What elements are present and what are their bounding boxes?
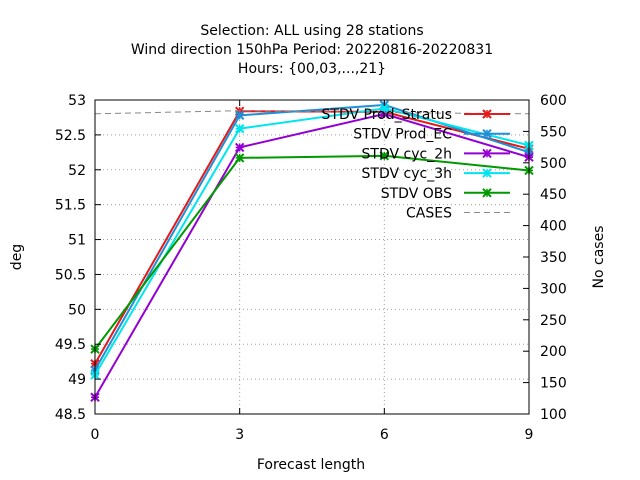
y-tick-label: 51 — [68, 233, 86, 249]
y2-tick-label: 600 — [540, 93, 567, 109]
y-tick-label: 53 — [68, 93, 86, 109]
legend-marker — [482, 188, 492, 198]
y-tick-labels: 48.5 49 49.5 50 50.5 51 51.5 52 52.5 53 — [55, 93, 86, 423]
y-axis-label: deg — [9, 244, 25, 270]
y-tick-label: 49 — [68, 372, 86, 388]
series-stdv-obs — [90, 151, 534, 354]
y-tick-label: 48.5 — [55, 407, 86, 423]
y-tick-label: 52 — [68, 163, 86, 179]
legend-marker — [482, 109, 492, 119]
legend-label: STDV cyc_2h — [362, 146, 452, 162]
series-layer — [90, 100, 534, 402]
legend-entry: STDV Prod_EC — [353, 127, 510, 143]
legend-entry: STDV Prod_Stratus — [322, 107, 510, 123]
series-stdv-prod-stratus — [90, 106, 534, 369]
y2-axis-label: No cases — [591, 226, 607, 289]
y2-tick-label: 550 — [540, 124, 567, 140]
data-point — [234, 123, 245, 134]
series-line-stdv-cyc-3h — [94, 107, 530, 376]
series-line-cases — [94, 110, 530, 115]
y2-tick-labels: 100 150 200 250 300 350 400 450 500 550 600 — [540, 93, 567, 423]
data-point — [234, 110, 245, 121]
data-point — [234, 153, 245, 163]
legend-entry: STDV cyc_2h — [362, 146, 510, 162]
y2-tick-label: 450 — [540, 187, 567, 203]
y2-tick-label: 500 — [540, 156, 567, 172]
series-stdv-prod-ec — [90, 100, 534, 375]
legend-label: STDV Prod_Stratus — [322, 107, 452, 123]
legend-label: STDV OBS — [381, 186, 452, 202]
y-tick-label: 49.5 — [55, 337, 86, 353]
title-line-2: Wind direction 150hPa Period: 20220816-2… — [131, 42, 493, 58]
y-tick-label: 50.5 — [55, 267, 86, 283]
y-tick-label: 52.5 — [55, 128, 86, 144]
x-tick-label: 9 — [525, 427, 534, 443]
series-line-stdv-obs — [94, 154, 530, 350]
legend-entry: CASES — [406, 206, 510, 222]
legend-marker — [482, 168, 492, 178]
y2-tick-label: 200 — [540, 344, 567, 360]
x-tick-label: 6 — [380, 427, 389, 443]
x-axis-label: Forecast length — [257, 457, 365, 473]
y2-tick-label: 100 — [540, 407, 567, 423]
legend-marker — [482, 128, 492, 139]
tick-marks — [94, 99, 530, 415]
legend-label: STDV cyc_3h — [362, 166, 452, 182]
legend-label: CASES — [406, 206, 452, 222]
series-line-stdv-cyc-2h — [94, 112, 530, 398]
data-point — [379, 151, 390, 161]
legend-entry: STDV cyc_3h — [362, 166, 510, 182]
y2-tick-label: 150 — [540, 376, 567, 392]
y-tick-label: 50 — [68, 302, 86, 318]
y2-tick-label: 250 — [540, 313, 567, 329]
y2-tick-label: 350 — [540, 250, 567, 266]
x-tick-label: 3 — [235, 427, 244, 443]
legend: STDV Prod_Stratus STDV Prod_EC STDV cyc_2h… — [322, 107, 510, 222]
data-point — [234, 142, 245, 153]
legend-entry: STDV OBS — [381, 186, 510, 202]
y2-tick-label: 300 — [540, 281, 567, 297]
legend-marker — [482, 148, 492, 159]
x-tick-label: 0 — [91, 427, 100, 443]
series-line-stdv-prod-stratus — [94, 110, 530, 365]
title-line-3: Hours: {00,03,...,21} — [238, 61, 386, 77]
legend-label: STDV Prod_EC — [353, 127, 452, 143]
chart-title: Selection: ALL using 28 stations Wind di… — [131, 23, 493, 77]
series-stdv-cyc-3h — [90, 103, 534, 380]
x-tick-labels: 0 3 6 9 — [91, 427, 534, 443]
y-tick-label: 51.5 — [55, 198, 86, 214]
y2-tick-label: 400 — [540, 219, 567, 235]
series-cases — [94, 110, 530, 115]
title-line-1: Selection: ALL using 28 stations — [200, 23, 423, 39]
series-line-stdv-prod-ec — [94, 103, 530, 371]
